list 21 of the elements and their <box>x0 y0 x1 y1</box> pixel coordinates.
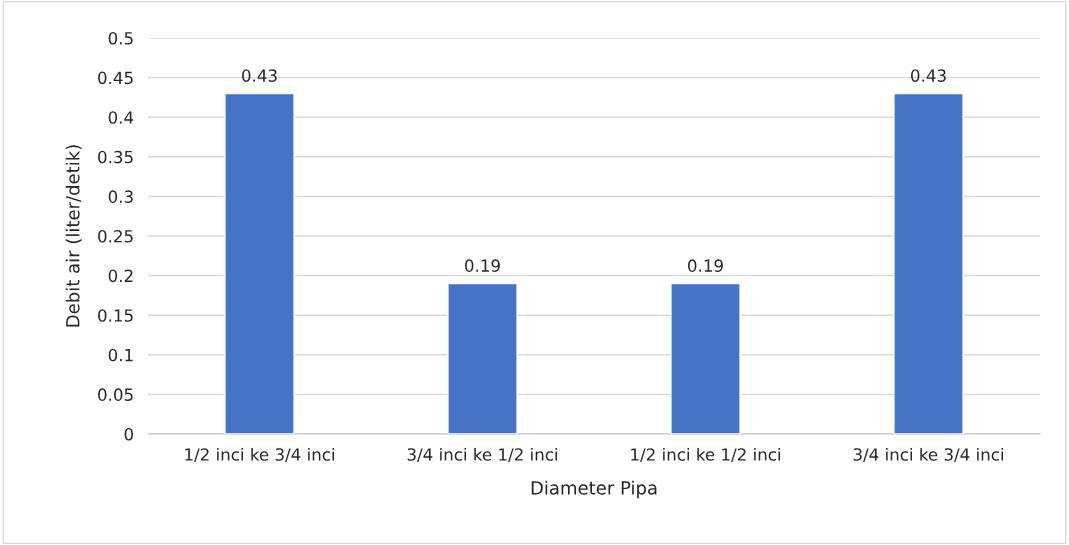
x-tick-label: 1/2 inci ke 3/4 inci <box>185 447 334 463</box>
x-tick-label: 1/2 inci ke 1/2 inci <box>631 447 780 463</box>
y-tick-label: 0.45 <box>98 71 133 85</box>
x-axis-title: Diameter Pipa <box>531 480 657 499</box>
x-tick-label: 3/4 inci ke 3/4 inci <box>853 447 1003 463</box>
x-tick-label: 3/4 inci ke 1/2 inci <box>407 447 557 463</box>
y-axis-title: Debit air (liter/detik) <box>65 145 82 327</box>
y-tick-label: 0 <box>124 427 133 441</box>
y-tick-label: 0.2 <box>108 269 133 283</box>
data-label: 0.43 <box>242 69 277 82</box>
data-label: 0.19 <box>688 259 723 272</box>
y-tick-label: 0.15 <box>98 309 133 322</box>
y-tick-label: 0.25 <box>98 229 133 243</box>
data-label: 0.19 <box>465 259 500 272</box>
y-tick-label: 0.1 <box>108 348 133 362</box>
y-tick-label: 0.5 <box>108 31 133 45</box>
data-label: 0.43 <box>911 69 946 82</box>
y-tick-label: 0.35 <box>98 150 133 164</box>
y-tick-label: 0.4 <box>108 111 134 124</box>
y-tick-label: 0.3 <box>108 190 133 203</box>
y-tick-label: 0.05 <box>98 388 133 401</box>
